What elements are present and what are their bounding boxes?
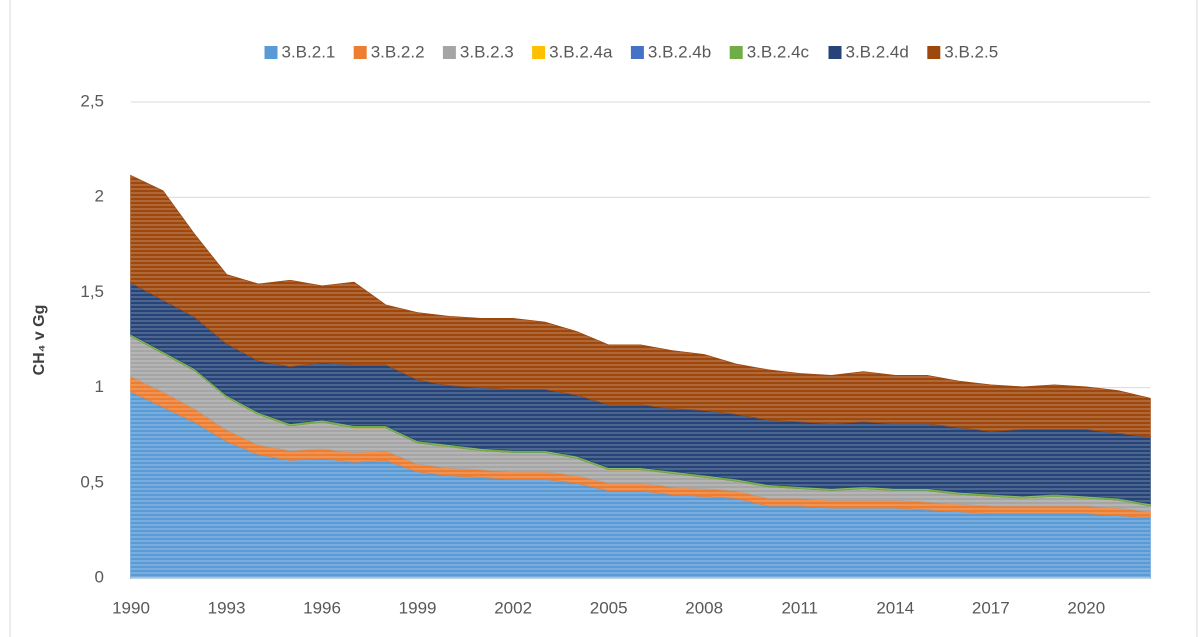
legend-label: 3.B.2.3 [460, 42, 514, 61]
x-tick-label: 2008 [685, 598, 723, 617]
x-tick-label: 1993 [208, 598, 246, 617]
area-texture [131, 336, 1150, 512]
y-tick-label: 0,5 [80, 472, 104, 491]
x-tick-label: 1999 [399, 598, 437, 617]
legend-swatch [729, 46, 743, 59]
legend-label: 3.B.2.4d [846, 42, 909, 61]
legend-swatch [353, 46, 367, 59]
areas [130, 174, 1151, 579]
y-tick-label: 2 [95, 187, 104, 206]
axes: 0 0,5 1 1,5 2 2,5 1990 1993 1996 1999 2002 2005 2008… [80, 91, 1150, 617]
x-tick-label: 2014 [876, 598, 914, 617]
legend: 3.B.2.1 3.B.2.2 3.B.2.3 3.B.2.4a 3.B.2.4b 3.B… [264, 42, 998, 61]
legend-label: 3.B.2.4b [648, 42, 711, 61]
legend-label: 3.B.2.2 [371, 42, 425, 61]
x-tick-label: 2020 [1067, 598, 1105, 617]
area-texture [131, 391, 1150, 578]
x-tick-label: 2017 [972, 598, 1010, 617]
area-texture [131, 175, 1150, 437]
x-tick-label: 1990 [112, 598, 150, 617]
y-axis-label: CH₄ v Gg [31, 305, 48, 376]
y-tick-label: 2,5 [80, 91, 104, 110]
legend-swatch [630, 46, 644, 59]
chart-frame [9, 0, 1198, 637]
legend-label: 3.B.2.4c [747, 42, 810, 61]
legend-swatch [264, 46, 278, 59]
y-tick-label: 1,5 [80, 282, 104, 301]
area-texture [131, 376, 1150, 518]
area-texture [131, 282, 1150, 504]
x-tick-label: 1996 [303, 598, 341, 617]
y-tick-label: 0 [95, 567, 104, 586]
x-tick-label: 2002 [494, 598, 532, 617]
legend-swatch [927, 46, 941, 59]
legend-label: 3.B.2.1 [282, 42, 336, 61]
legend-label: 3.B.2.5 [944, 42, 998, 61]
y-tick-label: 1 [95, 377, 104, 396]
legend-swatch [442, 46, 456, 59]
legend-label: 3.B.2.4a [549, 42, 613, 61]
legend-swatch [532, 46, 546, 59]
x-tick-label: 2005 [590, 598, 628, 617]
x-tick-label: 2011 [781, 598, 818, 617]
legend-swatch [828, 46, 842, 59]
